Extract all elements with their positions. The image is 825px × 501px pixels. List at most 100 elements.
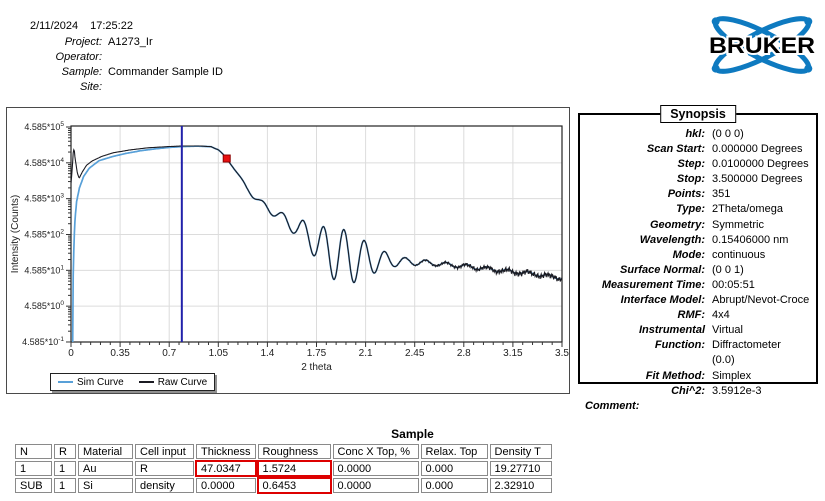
- synopsis-field-label: Scan Start:: [646, 143, 705, 156]
- sample-table-cell: density: [135, 478, 194, 493]
- legend-line-swatch: [138, 381, 154, 383]
- raw-curve: [71, 145, 562, 284]
- synopsis-row: Stop: 3.500000 Degrees: [585, 172, 811, 187]
- synopsis-panel: Synopsis hkl: (0 0 0) Scan Start: 0.000000 …: [578, 105, 818, 412]
- synopsis-row: Instrumental Function: Virtual Diffractom…: [585, 323, 811, 368]
- synopsis-row: Step: 0.0100000 Degrees: [585, 157, 811, 172]
- bruker-logo: BRUKER: [707, 16, 817, 74]
- synopsis-row: Fit Method: Simplex: [585, 369, 811, 384]
- synopsis-field-label: RMF:: [677, 309, 706, 322]
- legend-item: Raw Curve: [138, 376, 208, 388]
- x-tick-label: 1.05: [209, 348, 229, 359]
- synopsis-field-label: hkl:: [685, 128, 705, 140]
- meta-field-label: Project:: [64, 36, 102, 48]
- sample-table-cell: Si: [78, 478, 133, 493]
- x-tick-label: 1.75: [307, 348, 327, 359]
- meta-field-label: Operator:: [55, 51, 102, 63]
- meta-field-value: [108, 80, 223, 95]
- sample-table-cell: SUB: [15, 478, 52, 493]
- fit-range-marker: [222, 154, 231, 163]
- bruker-orbit-dots: [711, 17, 813, 73]
- sample-table-cell: 0.0000: [332, 461, 419, 476]
- sample-table-cell: 0.000: [420, 478, 488, 493]
- meta-row: Project: A1273_Ir: [26, 35, 223, 50]
- x-tick-label: 2.45: [405, 348, 425, 359]
- synopsis-row: Scan Start: 0.000000 Degrees: [585, 142, 811, 157]
- x-tick-label: 2.1: [359, 348, 373, 359]
- sample-table-header-cell: Density T: [489, 444, 552, 459]
- sample-table-cell: 2.32910: [489, 478, 552, 493]
- synopsis-title: Synopsis: [660, 105, 736, 123]
- sample-table-header-cell: Cell input: [135, 444, 194, 459]
- sample-table-header-cell: Roughness: [257, 444, 331, 459]
- sample-table-header-cell: Conc X Top, %: [332, 444, 419, 459]
- sample-table-cell: 1.5724: [256, 460, 332, 477]
- legend-item: Sim Curve: [58, 377, 124, 388]
- synopsis-field-value: Abrupt/Nevot-Croce: [712, 294, 810, 307]
- sample-table-header-cell: R: [54, 444, 76, 459]
- synopsis-field-value: Simplex: [712, 369, 752, 382]
- synopsis-field-value: 4x4: [712, 309, 730, 322]
- synopsis-field-label: Stop:: [676, 173, 705, 186]
- synopsis-field-label: Instrumental Function:: [638, 324, 705, 352]
- y-tick-label: 4.585*100: [24, 300, 64, 311]
- xrr-plot: 0 0.35 0.7 1.05 1.4 1.75 2.1 2.45 2.8 3.15 3.5 4.58…: [10, 121, 569, 373]
- synopsis-field-value: 0.0100000 Degrees: [712, 158, 809, 171]
- meta-row: Operator:: [26, 50, 223, 65]
- sample-table-header-cell: Relax. Top: [420, 444, 488, 459]
- synopsis-field-label: Wavelength:: [639, 233, 705, 246]
- synopsis-row: Points: 351: [585, 187, 811, 202]
- x-tick-label: 2.8: [457, 348, 471, 359]
- synopsis-field-value: 00:05:51: [712, 278, 755, 291]
- synopsis-row: Chi^2: 3.5912e-3: [585, 384, 811, 399]
- legend-label: Raw Curve: [157, 376, 208, 388]
- synopsis-field-value: 351: [712, 188, 731, 201]
- synopsis-field-label: Surface Normal:: [620, 263, 705, 276]
- meta-row: Site:: [26, 80, 223, 95]
- sample-table-header-cell: Thickness: [196, 444, 256, 459]
- sample-table-cell: 1: [15, 461, 52, 476]
- sample-table-header-cell: N: [15, 444, 52, 459]
- synopsis-row: Mode: continuous: [585, 248, 811, 263]
- sim-curve: [71, 145, 562, 342]
- meta-field-label: Sample:: [61, 66, 102, 78]
- x-axis-title: 2 theta: [301, 362, 332, 373]
- synopsis-field-label: Type:: [676, 203, 705, 216]
- synopsis-field-label: Chi^2:: [671, 384, 705, 397]
- synopsis-row: Surface Normal: (0 0 1): [585, 263, 811, 278]
- xrr-chart-panel: 0 0.35 0.7 1.05 1.4 1.75 2.1 2.45 2.8 3.15 3.5 4.58…: [6, 107, 570, 394]
- bruker-logo-text: BRUKER: [709, 33, 815, 58]
- sample-table-cell: 1: [54, 478, 76, 493]
- sample-table-cell: 0.0000: [196, 478, 256, 493]
- synopsis-field-value: continuous: [712, 248, 766, 261]
- sample-table-cell: 0.6453: [256, 477, 332, 494]
- synopsis-row: RMF: 4x4: [585, 308, 811, 323]
- y-tick-label: 4.585*10-1: [22, 336, 64, 347]
- sample-table-cell: Au: [78, 461, 133, 476]
- synopsis-row: Wavelength: 0.15406000 nm: [585, 233, 811, 248]
- synopsis-field-value: Virtual Diffractometer (0.0): [712, 324, 781, 367]
- sample-table: N R Material Cell input Thickness Roughness Co…: [13, 442, 554, 495]
- synopsis-field-label: Mode:: [672, 248, 705, 261]
- sample-table-cell: 19.27710: [489, 461, 552, 476]
- synopsis-field-value: Symmetric: [712, 218, 764, 231]
- sample-table-row: SUB 1 Si density 0.0000 0.6453 0.0000 0.000 2.32…: [15, 477, 552, 494]
- synopsis-field-value: (0 0 1): [712, 263, 744, 276]
- x-tick-label: 0.35: [110, 348, 130, 359]
- report-datetime: 2/11/2024 17:25:22: [30, 20, 133, 32]
- synopsis-row: Type: 2Theta/omega: [585, 202, 811, 217]
- x-tick-label: 0.7: [162, 348, 176, 359]
- synopsis-row: Measurement Time: 00:05:51: [585, 278, 811, 293]
- meta-field-label: Site:: [79, 81, 102, 93]
- synopsis-field-label: Step:: [677, 158, 706, 171]
- synopsis-row: Comment:: [585, 399, 811, 414]
- report-date: 2/11/2024: [30, 20, 79, 32]
- y-axis-title: Intensity (Counts): [10, 195, 21, 273]
- sample-table-cell: 1: [54, 461, 76, 476]
- x-tick-label: 3.5: [555, 348, 569, 359]
- synopsis-field-label: Points:: [667, 188, 705, 201]
- y-tick-label: 4.585*105: [24, 121, 64, 132]
- synopsis-row: Geometry: Symmetric: [585, 218, 811, 233]
- synopsis-row: hkl: (0 0 0): [585, 127, 811, 142]
